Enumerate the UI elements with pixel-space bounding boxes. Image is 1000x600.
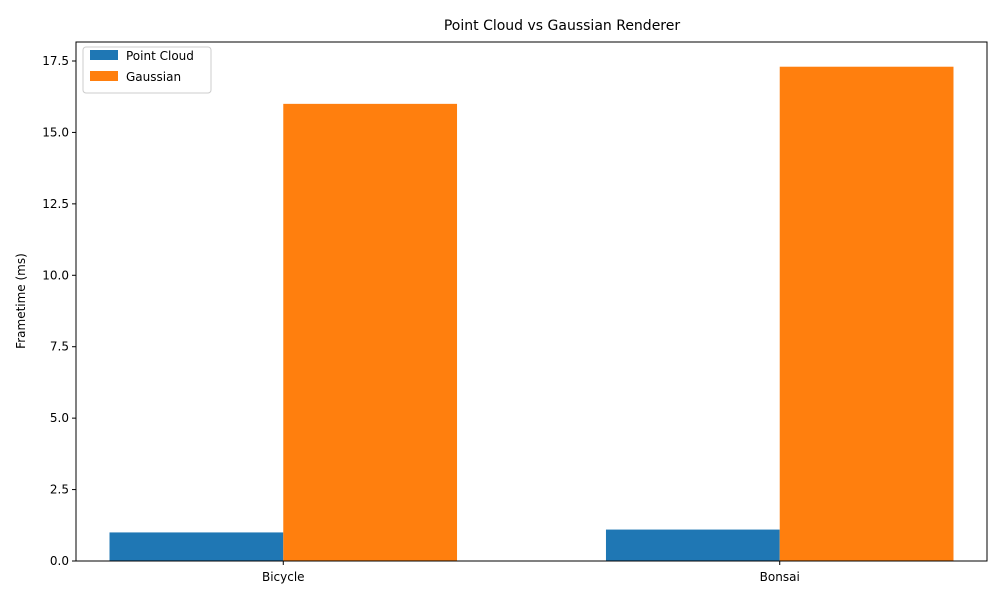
y-axis-label: Frametime (ms) xyxy=(14,253,28,349)
y-ticks-group: 0.0 2.5 5.0 7.5 10.0 12.5 15.0 17.5 xyxy=(42,54,76,568)
legend-label: Gaussian xyxy=(126,70,181,84)
y-tick-label: 0.0 xyxy=(50,554,69,568)
x-tick-label: Bonsai xyxy=(760,570,800,584)
y-tick-label: 5.0 xyxy=(50,411,69,425)
y-tick-label: 2.5 xyxy=(50,483,69,497)
bar-point-cloud-bonsai xyxy=(605,529,780,561)
legend-swatch xyxy=(90,50,118,60)
bar-gaussian-bicycle xyxy=(283,103,458,561)
x-tick-label: Bicycle xyxy=(262,570,305,584)
bar-gaussian-bonsai xyxy=(779,66,954,561)
y-tick-label: 10.0 xyxy=(42,268,69,282)
bars-group xyxy=(109,66,954,561)
x-ticks-group: Bicycle Bonsai xyxy=(262,561,800,584)
chart-title: Point Cloud vs Gaussian Renderer xyxy=(444,18,681,34)
y-tick-label: 17.5 xyxy=(42,54,69,68)
y-tick-label: 12.5 xyxy=(42,197,69,211)
legend-swatch xyxy=(90,71,118,81)
bar-point-cloud-bicycle xyxy=(109,532,284,561)
legend-label: Point Cloud xyxy=(126,49,194,63)
y-tick-label: 7.5 xyxy=(50,340,69,354)
y-tick-label: 15.0 xyxy=(42,125,69,139)
legend: Point Cloud Gaussian xyxy=(82,46,212,94)
plot-frame xyxy=(75,41,988,562)
